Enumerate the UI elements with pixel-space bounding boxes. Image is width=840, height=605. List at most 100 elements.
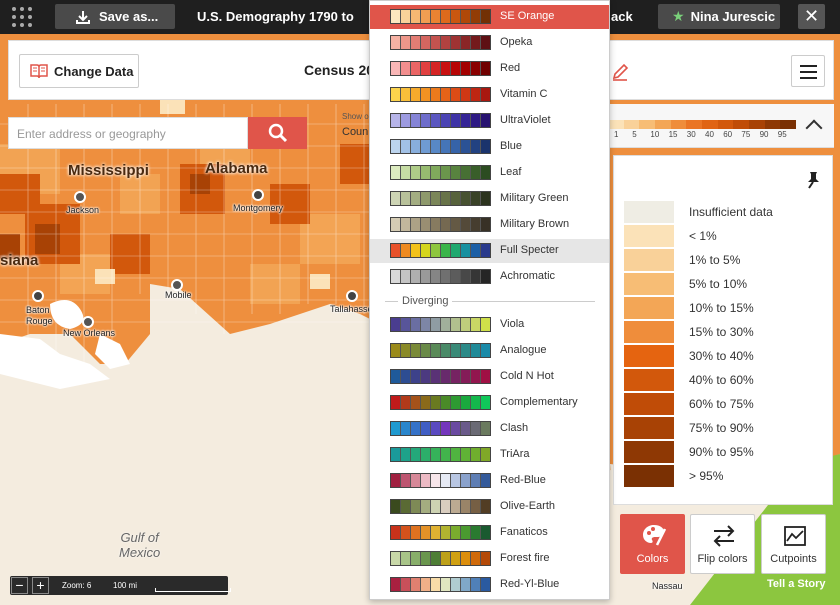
strip-tick-label: 10 (650, 130, 660, 139)
scheme-label: Vitamin C (500, 88, 548, 100)
cutpoints-button[interactable]: Cutpoints (761, 514, 826, 574)
color-scheme-option[interactable]: Red-Blue (370, 469, 609, 493)
scheme-label: Opeka (500, 36, 533, 48)
colors-button[interactable]: Colors (620, 514, 685, 574)
legend-label: 10% to 15% (689, 301, 754, 315)
color-scheme-option[interactable]: Viola (370, 313, 609, 337)
scheme-swatch (390, 577, 491, 592)
apps-icon[interactable] (12, 7, 36, 27)
color-scheme-option[interactable]: Full Specter (370, 239, 609, 263)
scheme-label: Blue (500, 140, 523, 152)
legend-item: > 95% (624, 465, 723, 487)
strip-swatch (717, 120, 734, 129)
scheme-swatch (390, 87, 491, 102)
legend-panel: Insufficient data < 1% 1% to 5% 5% to 10% 10… (613, 155, 833, 505)
color-scheme-option[interactable]: Forest fire (370, 547, 609, 571)
geography-level-select[interactable]: Coun (342, 126, 369, 138)
scheme-swatch (390, 317, 491, 332)
color-scheme-option[interactable]: Military Brown (370, 213, 609, 237)
tell-a-story-link[interactable]: Tell a Story (767, 578, 826, 590)
legend-swatch (624, 393, 674, 415)
save-as-button[interactable]: Save as... (55, 4, 175, 29)
scheme-label: Full Specter (500, 244, 559, 256)
color-scheme-option[interactable]: UltraViolet (370, 109, 609, 133)
color-scheme-option[interactable]: Red (370, 57, 609, 81)
city-label: New Orleans (63, 328, 116, 338)
scheme-label: Red-Blue (500, 474, 546, 486)
pin-icon[interactable] (804, 170, 822, 190)
strip-swatch (749, 120, 765, 129)
color-scheme-option[interactable]: SE Orange (370, 5, 609, 29)
scheme-label: Red (500, 62, 521, 74)
show-label: Show o (342, 112, 369, 121)
scheme-label: UltraViolet (500, 114, 551, 126)
strip-tick-label: 90 (759, 130, 769, 139)
user-name: Nina Jurescic (690, 9, 776, 24)
scheme-label: Forest fire (500, 552, 550, 564)
legend-swatch (624, 417, 674, 439)
color-scheme-option[interactable]: Complementary (370, 391, 609, 415)
legend-swatch (624, 321, 674, 343)
hamburger-menu-button[interactable] (791, 55, 825, 87)
color-scheme-option[interactable]: Blue (370, 135, 609, 159)
close-button[interactable]: ✕ (798, 4, 825, 29)
chevron-up-icon[interactable] (805, 119, 823, 137)
scheme-swatch (390, 525, 491, 540)
change-data-button[interactable]: Change Data (19, 54, 139, 88)
pencil-icon[interactable] (611, 63, 629, 81)
scheme-swatch (390, 499, 491, 514)
scheme-label: Military Brown (500, 218, 570, 230)
legend-label: Insufficient data (689, 205, 773, 219)
book-icon (30, 64, 48, 79)
scheme-swatch (390, 139, 491, 154)
zoom-controls: − + Zoom: 6 100 mi (10, 576, 231, 595)
color-scheme-option[interactable]: Vitamin C (370, 83, 609, 107)
legend-item: 40% to 60% (624, 369, 754, 391)
strip-tick-label: 75 (741, 130, 751, 139)
legend-label: < 1% (689, 229, 717, 243)
scheme-label: Clash (500, 422, 529, 434)
color-scheme-option[interactable]: Fanaticos (370, 521, 609, 545)
user-menu-button[interactable]: ★ Nina Jurescic (658, 4, 780, 29)
strip-tick-label: 40 (705, 130, 714, 139)
color-scheme-option[interactable]: TriAra (370, 443, 609, 467)
scheme-label: Olive-Earth (500, 500, 556, 512)
legend-item: 60% to 75% (624, 393, 754, 415)
zoom-out-button[interactable]: − (11, 577, 28, 594)
color-scheme-option[interactable]: Clash (370, 417, 609, 441)
legend-strip-bar (608, 120, 797, 129)
legend-label: 60% to 75% (689, 397, 754, 411)
color-scheme-option[interactable]: Leaf (370, 161, 609, 185)
state-label: Alabama (205, 160, 268, 177)
color-scheme-option[interactable]: Achromatic (370, 265, 609, 289)
color-scheme-option[interactable]: Opeka (370, 31, 609, 55)
color-scheme-option[interactable]: Red-Yl-Blue (370, 573, 609, 597)
search-button[interactable] (248, 117, 307, 149)
scheme-swatch (390, 343, 491, 358)
scheme-swatch (390, 473, 491, 488)
capital-marker-icon (252, 189, 264, 201)
color-scheme-option[interactable]: Analogue (370, 339, 609, 363)
scheme-swatch (390, 551, 491, 566)
color-scheme-option[interactable]: Cold N Hot (370, 365, 609, 389)
legend-swatch (624, 345, 674, 367)
flip-colors-button[interactable]: Flip colors (690, 514, 755, 574)
scheme-label: Red-Yl-Blue (500, 578, 560, 590)
back-link[interactable]: ack (611, 9, 633, 24)
address-search-input[interactable]: Enter address or geography (8, 117, 248, 149)
project-title: U.S. Demography 1790 to (197, 9, 354, 24)
diverging-heading: Diverging (398, 295, 453, 307)
legend-item: 90% to 95% (624, 441, 754, 463)
color-scheme-dropdown[interactable]: Diverging SE Orange Opeka Red Vitamin C Ultr… (369, 0, 610, 600)
city-marker-icon (171, 279, 183, 291)
color-scheme-option[interactable]: Olive-Earth (370, 495, 609, 519)
legend-label: 40% to 60% (689, 373, 754, 387)
strip-swatch (623, 120, 640, 129)
scheme-label: Achromatic (500, 270, 556, 282)
color-scheme-option[interactable]: Military Green (370, 187, 609, 211)
zoom-in-button[interactable]: + (32, 577, 49, 594)
strip-tick-label: 15 (668, 130, 678, 139)
scheme-swatch (390, 113, 491, 128)
legend-item: 15% to 30% (624, 321, 754, 343)
chart-icon (784, 526, 806, 546)
